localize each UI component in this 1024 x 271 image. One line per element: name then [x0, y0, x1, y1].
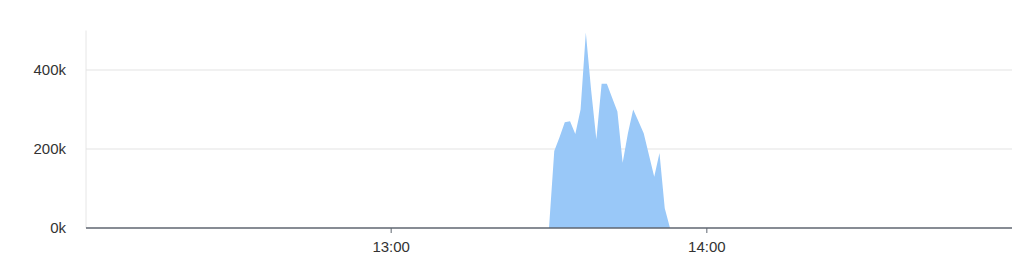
- x-tick-label: 14:00: [688, 238, 726, 255]
- y-tick-label: 0k: [50, 219, 66, 236]
- y-axis-line: [86, 31, 87, 229]
- chart-svg: 0k 200k 400k 13:00 14:00: [0, 0, 1024, 271]
- y-tick-label: 400k: [33, 61, 66, 78]
- y-tick-label: 200k: [33, 140, 66, 157]
- x-tick: [391, 228, 392, 233]
- area: [549, 32, 670, 228]
- grid-line: [86, 149, 1012, 150]
- grid-line: [86, 70, 1012, 71]
- x-tick: [706, 228, 707, 233]
- x-axis-line: [86, 227, 1012, 228]
- plot-area: [549, 32, 670, 228]
- chart-container: 0k 200k 400k 13:00 14:00: [0, 0, 1024, 271]
- x-tick-label: 13:00: [372, 238, 410, 255]
